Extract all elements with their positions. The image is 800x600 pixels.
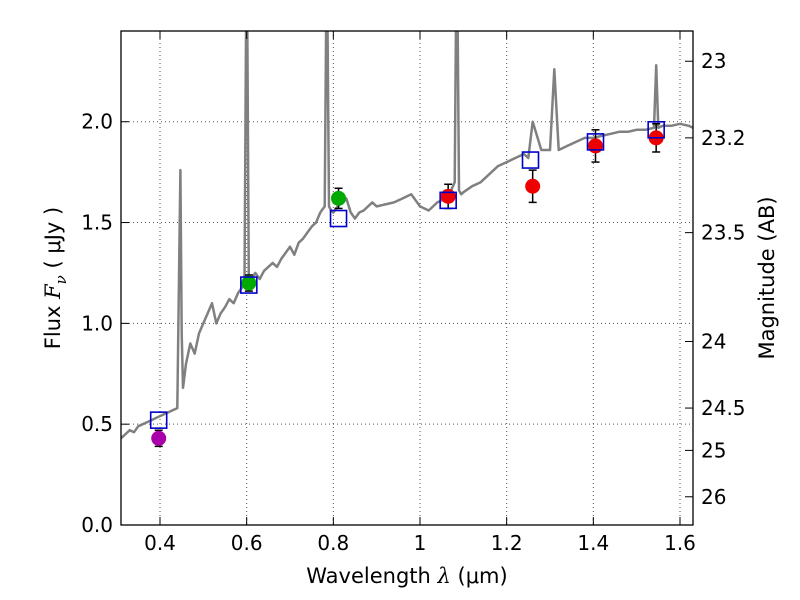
y-tick-label: 2.0 [81, 110, 113, 134]
y-tick-label: 1.0 [81, 311, 113, 335]
observed-point [525, 178, 541, 194]
model-point [521, 151, 540, 169]
observed-point [440, 188, 456, 204]
x-axis-label: Wavelength λ (μm) [306, 564, 507, 588]
model-point [586, 133, 605, 151]
x-tick-label: 1.6 [664, 531, 696, 555]
model-point [240, 276, 258, 294]
y2-tick-label: 26 [701, 485, 726, 509]
y2-axis-label: Magnitude (AB) [755, 196, 779, 359]
plot-frame [120, 30, 694, 526]
x-tick-label: 0.8 [317, 531, 349, 555]
spectrum-layer [121, 31, 693, 440]
x-tick-label: 0.6 [231, 531, 263, 555]
y-tick-label: 0.0 [81, 513, 113, 537]
photometry-points [149, 121, 665, 448]
y-tick-label: 1.5 [81, 211, 113, 235]
model-point [329, 209, 348, 228]
observed-point [331, 190, 347, 206]
grid-lines [121, 31, 693, 526]
y2-tick-label: 24.5 [701, 396, 746, 420]
x-tick-label: 0.4 [144, 531, 176, 555]
observed-point [151, 430, 167, 446]
model-point [149, 411, 168, 429]
y2-tick-label: 23.5 [701, 221, 746, 245]
model-spectrum-line [121, 31, 693, 440]
model-point [439, 191, 457, 210]
model-point [647, 121, 665, 139]
y-axis-label: Flux Fν ( μJy ) [41, 207, 70, 349]
y2-tick-label: 25 [701, 438, 726, 462]
axis-ticks: 0.4 0.6 0.8 1 1.2 1.4 1.6 0.0 0.5 1.0 1.5 2.0 23 23.2… [81, 31, 746, 555]
y2-tick-label: 23 [701, 49, 726, 73]
observed-point [241, 275, 257, 291]
x-tick-label: 1 [414, 531, 427, 555]
x-tick-label: 1.2 [491, 531, 523, 555]
y-tick-label: 0.5 [81, 412, 113, 436]
y2-tick-label: 24 [701, 330, 726, 354]
x-tick-label: 1.4 [577, 531, 609, 555]
observed-point [588, 138, 603, 154]
y2-tick-label: 23.2 [701, 126, 746, 150]
